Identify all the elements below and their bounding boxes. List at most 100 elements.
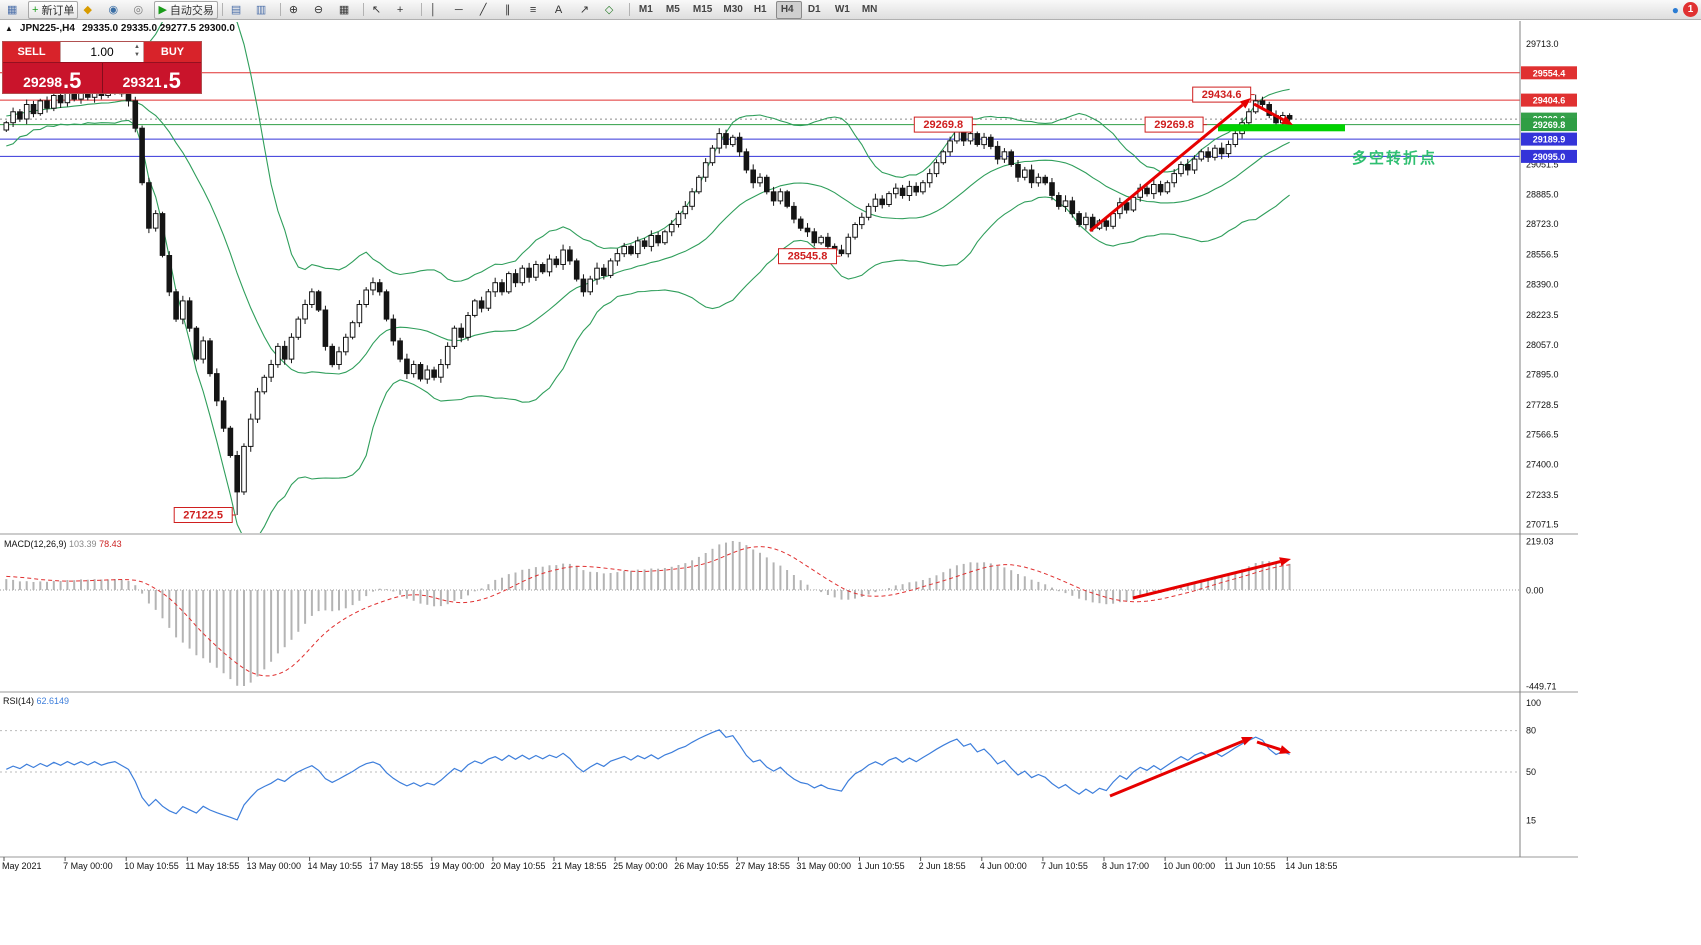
- trend-arrow[interactable]: [1109, 739, 1244, 798]
- buy-price[interactable]: 29321 .5: [101, 63, 202, 93]
- candle-body: [1218, 147, 1225, 155]
- cascade-windows-icon[interactable]: ▥: [252, 1, 276, 19]
- timeframe-d1-button[interactable]: D1: [807, 4, 821, 15]
- fibonacci-icon[interactable]: ≡: [526, 1, 550, 19]
- candle-body: [478, 300, 485, 309]
- candle-body: [410, 364, 417, 375]
- candle-body: [994, 145, 1001, 160]
- auto-trading-glyph: ▶: [158, 3, 167, 16]
- volume-input[interactable]: 1.00 ▲ ▼: [60, 42, 144, 62]
- timeframe-mn-button[interactable]: MN: [861, 4, 878, 15]
- price-callout-box[interactable]: [1192, 86, 1252, 103]
- candle-body: [940, 151, 947, 164]
- buy-price-frac: .5: [162, 68, 181, 93]
- timeframe-m30-button[interactable]: M30: [723, 4, 743, 15]
- charts-icon[interactable]: ◆: [79, 1, 103, 19]
- candle-body: [10, 111, 16, 124]
- rsi-label: RSI(14) 62.6149: [3, 696, 69, 706]
- candle-body: [247, 418, 254, 447]
- time-axis-label: 8 Jun 17:00: [1102, 861, 1149, 871]
- market-watch-icon[interactable]: ◉: [104, 1, 128, 19]
- terminal-icon[interactable]: ▦: [3, 1, 27, 19]
- candle-body: [1198, 151, 1205, 160]
- candle-body: [3, 122, 10, 131]
- sell-price-main: 29298: [23, 74, 63, 90]
- alerts-icon[interactable]: ◎: [129, 1, 153, 19]
- price-callout-box[interactable]: [778, 248, 837, 265]
- ohlc-values: 29335.0 29335.0 29277.5 29300.0: [81, 23, 235, 34]
- candle-body: [933, 162, 940, 175]
- main-toolbar: ▦ + 新订单 ◆ ◉ ◎ ▶ 自动交易 ▤ ▥ ⊕ ⊖ ▦ ↖ + │ ─ ╱ ∥ ≡ A ↗ ◇ M1 M5 M15 M30 H1…: [0, 0, 1701, 20]
- candle-body: [764, 176, 770, 193]
- candle-body: [370, 282, 376, 291]
- time-axis-label: 1 Jun 10:55: [858, 861, 905, 871]
- alerts-icon-glyph: ◎: [133, 3, 144, 16]
- volume-stepper[interactable]: ▲ ▼: [134, 43, 140, 59]
- price-callout-box[interactable]: [1144, 116, 1204, 133]
- sell-button[interactable]: SELL: [3, 42, 60, 62]
- timeframe-m1-button[interactable]: M1: [638, 4, 653, 15]
- candle-body: [363, 289, 369, 305]
- chat-icon[interactable]: ●: [1671, 2, 1679, 17]
- crosshair-icon[interactable]: +: [393, 1, 417, 19]
- candle-body: [51, 95, 57, 109]
- candle-body: [893, 187, 899, 195]
- trend-arrow[interactable]: [1253, 102, 1285, 122]
- trendline-icon[interactable]: ╱: [476, 1, 500, 19]
- text-tool-icon[interactable]: A: [551, 1, 575, 19]
- timeframe-m5-button[interactable]: M5: [665, 4, 680, 15]
- channel-icon[interactable]: ∥: [501, 1, 525, 19]
- timeframe-w1-button[interactable]: W1: [834, 4, 850, 15]
- candle-body: [309, 291, 315, 305]
- turning-point-note[interactable]: 多空转折点: [1352, 149, 1437, 167]
- arrow-tool-icon[interactable]: ↗: [576, 1, 600, 19]
- price-axis-label: 27895.0: [1526, 370, 1559, 380]
- auto-trading-button[interactable]: ▶ 自动交易: [154, 0, 218, 19]
- candle-body: [180, 300, 186, 320]
- candle-body: [601, 267, 607, 277]
- candle-body: [594, 267, 600, 280]
- shapes-icon[interactable]: ◇: [601, 1, 625, 19]
- candle-body: [614, 253, 621, 262]
- price-callout-label: 29269.8: [1154, 119, 1194, 131]
- notification-badge[interactable]: 1: [1683, 2, 1698, 17]
- trend-arrow[interactable]: [1132, 560, 1281, 600]
- candle-body: [159, 213, 166, 256]
- candle-body: [30, 104, 37, 115]
- new-order-button[interactable]: + 新订单: [28, 0, 79, 19]
- candle-body: [220, 400, 227, 429]
- price-axis-label: 29713.0: [1526, 39, 1559, 49]
- volume-down-icon[interactable]: ▼: [134, 52, 140, 58]
- candle-body: [1042, 176, 1049, 184]
- green-highlight-bar[interactable]: [1218, 124, 1345, 132]
- zoom-out-button[interactable]: ⊖: [310, 1, 334, 19]
- price-callout-box[interactable]: [173, 507, 233, 523]
- candle-body: [275, 345, 281, 366]
- timeframe-h4-button[interactable]: H4: [775, 0, 802, 19]
- sell-price[interactable]: 29298 .5: [3, 63, 102, 93]
- trend-arrow[interactable]: [1256, 740, 1281, 752]
- horizontal-line-icon[interactable]: ─: [451, 1, 475, 19]
- trend-arrow[interactable]: [1089, 103, 1244, 233]
- tile-windows-icon[interactable]: ▤: [227, 1, 251, 19]
- vertical-line-icon[interactable]: │: [426, 1, 450, 19]
- timeframe-h1-button[interactable]: H1: [753, 4, 767, 15]
- cursor-icon[interactable]: ↖: [368, 1, 392, 19]
- volume-up-icon[interactable]: ▲: [134, 44, 140, 50]
- candle-body: [343, 336, 349, 353]
- buy-button[interactable]: BUY: [144, 42, 201, 62]
- candle-body: [1286, 115, 1293, 120]
- time-axis-label: 19 May 00:00: [430, 861, 485, 871]
- zoom-in-button[interactable]: ⊕: [285, 1, 309, 19]
- timeframe-m15-button[interactable]: M15: [692, 4, 713, 15]
- time-axis-label: 7 May 00:00: [63, 861, 113, 871]
- candle-body: [132, 100, 139, 129]
- grid-icon[interactable]: ▦: [335, 1, 359, 19]
- one-click-trading-panel: SELL 1.00 ▲ ▼ BUY 29298 .5 29321 .5: [2, 41, 202, 94]
- candle-body: [845, 236, 852, 255]
- candle-body: [1225, 144, 1232, 155]
- candle-body: [777, 191, 784, 202]
- price-callout-box[interactable]: [913, 116, 973, 133]
- fibonacci-icon-glyph: ≡: [529, 3, 537, 16]
